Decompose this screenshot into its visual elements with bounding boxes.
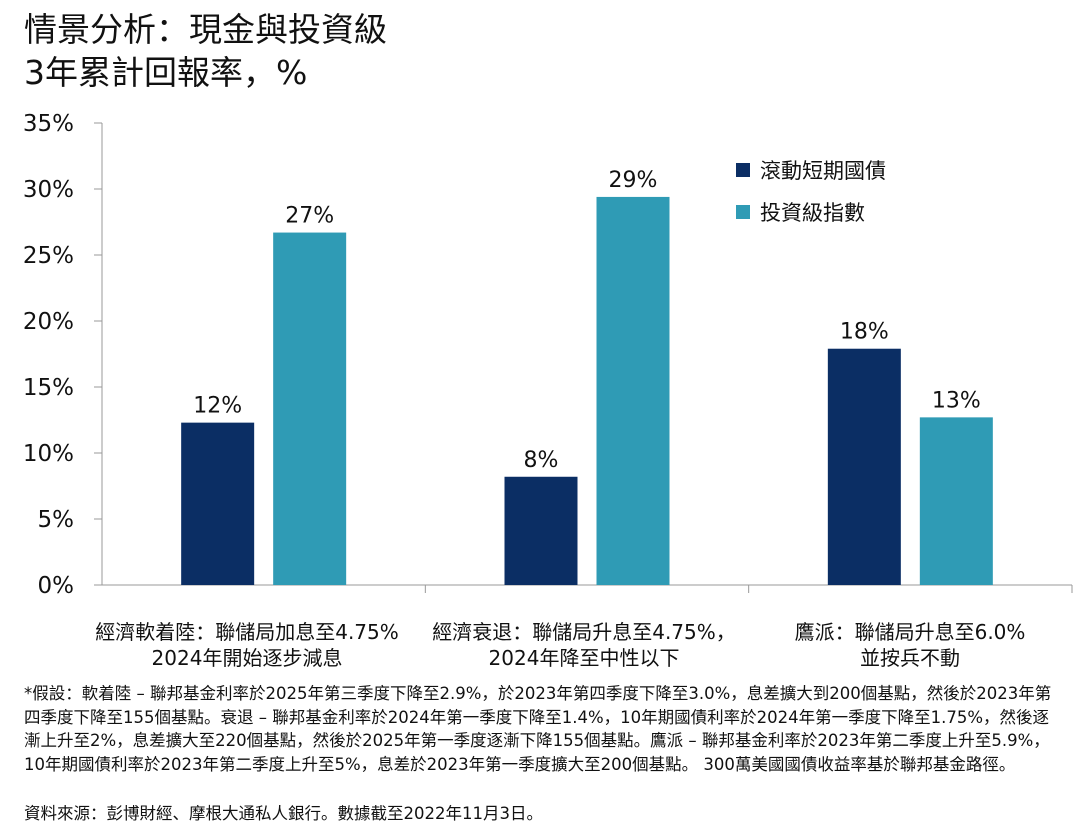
legend-label-series-2: 投資級指數 [760, 201, 865, 225]
bar-series-1-cat-3 [827, 348, 901, 585]
y-tick-label: 30% [23, 177, 74, 203]
category-label-line: 鷹派：聯儲局升息至6.0% [794, 620, 1026, 644]
category-label-soft-landing: 經濟軟着陸：聯儲局加息至4.75% 2024年開始逐步減息 [77, 619, 417, 671]
category-label-line: 並按兵不動 [860, 646, 960, 670]
category-label-hawkish: 鷹派：聯儲局升息至6.0% 並按兵不動 [740, 619, 1080, 671]
source-note: 資料來源：彭博財經、摩根大通私人銀行。數據截至2022年11月3日。 [24, 804, 543, 823]
data-label: 12% [193, 394, 242, 419]
legend: 滾動短期國債 投資級指數 [736, 156, 886, 240]
legend-item-series-1: 滾動短期國債 [736, 156, 886, 184]
y-tick-label: 0% [38, 573, 75, 599]
y-tick-label: 35% [23, 111, 74, 137]
y-tick-label: 5% [38, 507, 75, 533]
bar-series-2-cat-1 [273, 232, 347, 585]
category-label-line: 經濟衰退：聯儲局升息至4.75%， [432, 620, 736, 644]
y-tick-label: 15% [23, 375, 74, 401]
legend-item-series-2: 投資級指數 [736, 198, 886, 226]
bar-series-2-cat-2 [596, 196, 670, 586]
y-tick-label: 20% [23, 309, 74, 335]
footnote: *假設：軟着陸 – 聯邦基金利率於2025年第三季度下降至2.9%，於2023年… [24, 684, 1052, 774]
category-label-line: 2024年開始逐步減息 [151, 646, 343, 670]
category-label-line: 2024年降至中性以下 [488, 646, 680, 670]
category-label-line: 經濟軟着陸：聯儲局加息至4.75% [95, 620, 399, 644]
legend-label-series-1: 滾動短期國債 [760, 159, 886, 183]
chart-subtitle: 3年累計回報率，% [24, 53, 308, 92]
legend-swatch-series-2 [736, 205, 750, 219]
data-label: 13% [932, 388, 981, 413]
chart-title: 情景分析：現金與投資級 [24, 10, 387, 49]
bar-chart: 0% 5% 10% 15% 20% 25% 30% 35% 12% 27% 8% 29% 18% 13% [23, 111, 1073, 599]
category-label-recession: 經濟衰退：聯儲局升息至4.75%， 2024年降至中性以下 [414, 619, 754, 671]
data-label: 29% [609, 168, 658, 193]
y-tick-label: 25% [23, 243, 74, 269]
legend-swatch-series-1 [736, 163, 750, 177]
data-label: 27% [285, 204, 334, 229]
data-label: 18% [840, 320, 889, 345]
bar-series-1-cat-2 [504, 476, 578, 585]
bar-series-1-cat-1 [181, 422, 255, 585]
y-tick-label: 10% [23, 441, 74, 467]
data-label: 8% [524, 448, 559, 473]
bar-series-2-cat-3 [919, 417, 993, 585]
